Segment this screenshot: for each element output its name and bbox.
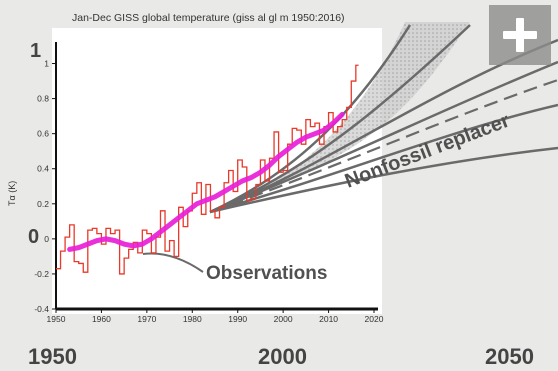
observations-annotation: Observations: [206, 263, 327, 284]
big-y-label-1: 1: [30, 40, 41, 62]
observations-annual-line: [56, 64, 359, 275]
y-axis-label: Tα (K): [7, 181, 17, 206]
y-tick-label: -0.2: [34, 269, 49, 279]
x-tick-label: 1960: [92, 314, 111, 324]
projection-curve-2: [209, 24, 471, 214]
y-tick-label: 0.2: [37, 199, 49, 209]
projection-curve-dashed: [209, 78, 558, 214]
y-tick-label: -0.4: [34, 304, 49, 314]
observations-smoothed-line: [67, 111, 345, 252]
x-tick-label: 1970: [137, 314, 156, 324]
y-tick-label: 0.8: [37, 94, 49, 104]
x-tick-label: 1990: [228, 314, 247, 324]
y-tick-label: 0.4: [37, 164, 49, 174]
projection-curve-5: [209, 103, 558, 214]
chart-title: Jan-Dec GISS global temperature (giss al…: [72, 12, 345, 24]
x-tick-label: 2000: [274, 314, 293, 324]
plus-icon-stroke: [516, 18, 524, 52]
big-y-label-0: 0: [28, 226, 39, 248]
projection-curve-1: [209, 24, 412, 214]
y-tick-label: 0.6: [37, 129, 49, 139]
x-tick-label: 2020: [365, 314, 384, 324]
observations-pointer: [142, 252, 204, 273]
y-tick-label: 1: [44, 59, 49, 69]
projection-curve-4: [209, 60, 558, 214]
plot-background: [52, 28, 382, 314]
projection-shaded-band: [250, 22, 470, 195]
x-tick-label: 2010: [319, 314, 338, 324]
expand-plus-button[interactable]: [489, 5, 551, 65]
series-layer: [56, 64, 359, 275]
projection-curve-6: [209, 146, 558, 214]
x-tick-label: 1980: [183, 314, 202, 324]
y-tick-label: 0: [44, 234, 49, 244]
axes-layer: 1950 1960 1970 1980 1990 2000 2010 2020 -0.4 -0.2…: [34, 42, 384, 324]
big-x-label-2000: 2000: [258, 344, 307, 369]
x-tick-label: 1950: [47, 314, 66, 324]
big-x-label-2050: 2050: [485, 344, 534, 369]
big-x-label-1950: 1950: [28, 344, 77, 369]
